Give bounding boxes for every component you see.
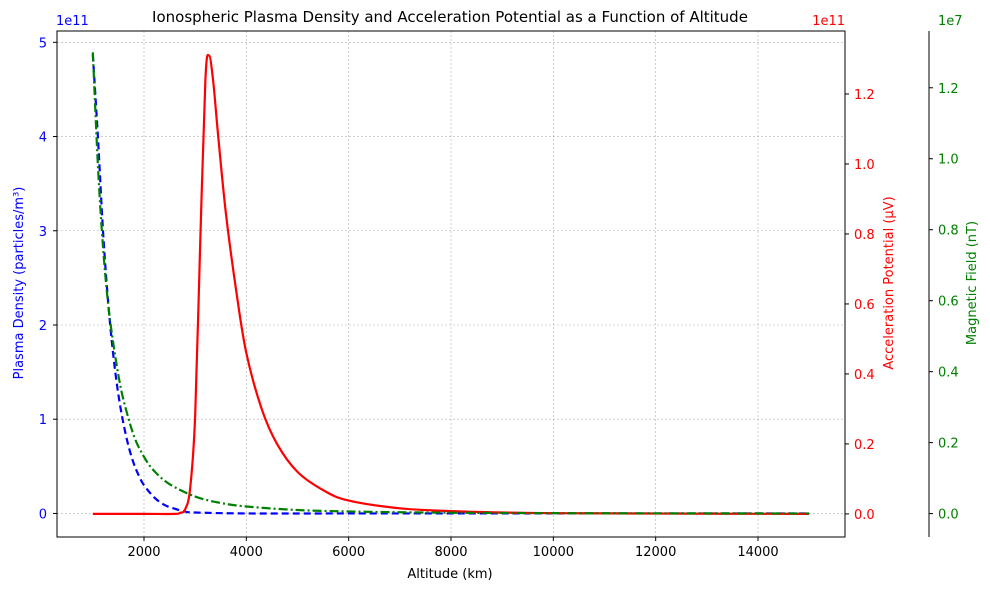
series-line-right2: [91, 52, 810, 515]
chart-title: Ionospheric Plasma Density and Accelerat…: [152, 8, 748, 26]
right1-tick-label: 1.2: [854, 88, 875, 103]
x-tick-label: 14000: [737, 545, 778, 560]
series-line-right1: [92, 53, 810, 516]
grid: [57, 31, 845, 537]
right2-axis-ticks: 0.0 0.2 0.4 0.6 0.8 1.0 1.2: [929, 82, 959, 523]
right2-tick-label: 0.2: [938, 437, 959, 452]
right1-axis-label: Acceleration Potential (µV): [882, 196, 897, 369]
right2-axis-multiplier: 1e7: [938, 14, 963, 29]
right1-tick-label: 0.0: [854, 508, 875, 523]
left-axis-ticks: 0 1 2 3 4 5: [39, 36, 57, 522]
x-tick-label: 10000: [533, 545, 574, 560]
x-tick-label: 8000: [434, 545, 467, 560]
right2-tick-label: 0.0: [938, 508, 959, 523]
x-axis-ticks: 2000 4000 6000 8000 10000 12000 14000: [127, 537, 779, 560]
left-axis-label: Plasma Density (particles/m³): [12, 187, 27, 380]
right2-axis-label: Magnetic Field (nT): [965, 221, 980, 345]
right1-tick-label: 0.2: [854, 438, 875, 453]
right1-axis-ticks: 0.0 0.2 0.4 0.6 0.8 1.0 1.2: [845, 88, 875, 523]
right2-tick-label: 0.4: [938, 366, 959, 381]
left-tick-label: 0: [39, 507, 47, 522]
right2-tick-label: 1.2: [938, 82, 959, 97]
right2-tick-label: 0.8: [938, 224, 959, 239]
right1-tick-label: 0.4: [854, 368, 875, 383]
x-tick-label: 2000: [127, 545, 160, 560]
left-tick-label: 1: [39, 413, 47, 428]
left-tick-label: 2: [39, 319, 47, 334]
x-tick-label: 6000: [332, 545, 365, 560]
x-axis-label: Altitude (km): [407, 567, 492, 582]
left-tick-label: 4: [39, 131, 47, 146]
left-tick-label: 3: [39, 225, 47, 240]
left-axis-multiplier: 1e11: [56, 14, 89, 29]
right1-tick-label: 0.8: [854, 228, 875, 243]
right2-tick-label: 0.6: [938, 295, 959, 310]
left-tick-label: 5: [39, 36, 47, 51]
x-tick-label: 4000: [230, 545, 263, 560]
right1-axis-multiplier: 1e11: [812, 14, 845, 29]
right1-tick-label: 0.6: [854, 298, 875, 313]
series-group: [91, 52, 810, 516]
x-tick-label: 12000: [635, 545, 676, 560]
right1-tick-label: 1.0: [854, 158, 875, 173]
right2-tick-label: 1.0: [938, 153, 959, 168]
